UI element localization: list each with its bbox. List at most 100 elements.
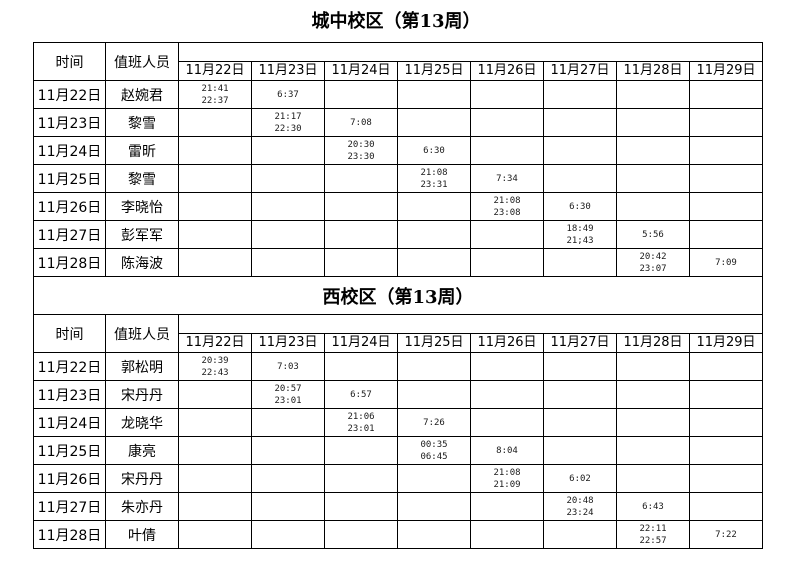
time-cell: 7:22 <box>689 520 763 549</box>
row-person: 康亮 <box>105 436 179 465</box>
time-cell <box>689 164 763 193</box>
row-date: 11月23日 <box>33 380 106 409</box>
row-date: 11月25日 <box>33 436 106 465</box>
time-cell <box>470 108 544 137</box>
time-cell: 20:39 22:43 <box>178 352 252 381</box>
time-cell <box>470 220 544 249</box>
time-cell: 8:04 <box>470 436 544 465</box>
duty-schedule-table: 时间 值班人员 11月22日 11月23日 11月24日 11月25日 11月26日 11月2… <box>33 42 763 549</box>
header-date: 11月29日 <box>689 333 763 353</box>
time-cell: 20:30 23:30 <box>324 136 398 165</box>
time-cell <box>543 108 617 137</box>
table-row: 11月22日 赵婉君 21:41 22:37 6:37 <box>33 80 763 109</box>
table-row: 11月22日 郭松明 20:39 22:43 7:03 <box>33 352 763 381</box>
table-row: 11月24日 龙晓华 21:06 23:01 7:26 <box>33 408 763 437</box>
time-cell <box>178 492 252 521</box>
row-date: 11月22日 <box>33 80 106 109</box>
time-cell <box>543 136 617 165</box>
time-cell <box>324 220 398 249</box>
time-cell: 5:56 <box>616 220 690 249</box>
time-cell <box>324 436 398 465</box>
time-cell <box>178 192 252 221</box>
table-row: 11月23日 黎雪 21:17 22:30 7:08 <box>33 108 763 137</box>
header-date: 11月24日 <box>324 61 398 81</box>
row-date: 11月28日 <box>33 520 106 549</box>
time-cell: 20:57 23:01 <box>251 380 325 409</box>
time-cell: 7:34 <box>470 164 544 193</box>
table-row: 11月27日 朱亦丹 20:48 23:24 6:43 <box>33 492 763 521</box>
time-cell <box>251 436 325 465</box>
time-cell <box>689 380 763 409</box>
row-person: 宋丹丹 <box>105 464 179 493</box>
time-cell <box>470 80 544 109</box>
time-cell: 7:26 <box>397 408 471 437</box>
time-cell <box>543 352 617 381</box>
time-cell <box>397 464 471 493</box>
time-cell: 21:08 23:31 <box>397 164 471 193</box>
table-row: 11月24日 雷昕 20:30 23:30 6:30 <box>33 136 763 165</box>
time-cell: 21:08 21:09 <box>470 464 544 493</box>
row-person: 彭军军 <box>105 220 179 249</box>
header-date: 11月27日 <box>543 61 617 81</box>
header-person: 值班人员 <box>105 42 179 81</box>
row-date: 11月25日 <box>33 164 106 193</box>
row-person: 李晓怡 <box>105 192 179 221</box>
header-date: 11月28日 <box>616 61 690 81</box>
time-cell <box>689 220 763 249</box>
time-cell <box>689 136 763 165</box>
time-cell <box>616 192 690 221</box>
time-cell <box>543 408 617 437</box>
header-date: 11月27日 <box>543 333 617 353</box>
time-cell <box>324 248 398 277</box>
time-cell <box>689 108 763 137</box>
header-date: 11月23日 <box>251 333 325 353</box>
time-cell <box>543 520 617 549</box>
time-cell <box>251 464 325 493</box>
table-row: 11月25日 康亮 00:35 06:45 8:04 <box>33 436 763 465</box>
page-title: 城中校区（第13周） <box>311 11 481 32</box>
time-cell <box>543 380 617 409</box>
header-date: 11月29日 <box>689 61 763 81</box>
table-row: 11月23日 宋丹丹 20:57 23:01 6:57 <box>33 380 763 409</box>
time-cell <box>470 352 544 381</box>
time-cell <box>616 436 690 465</box>
row-person: 朱亦丹 <box>105 492 179 521</box>
time-cell <box>178 136 252 165</box>
row-date: 11月27日 <box>33 492 106 521</box>
time-cell: 21:17 22:30 <box>251 108 325 137</box>
time-cell <box>397 380 471 409</box>
time-cell <box>616 136 690 165</box>
time-cell: 6:02 <box>543 464 617 493</box>
time-cell <box>178 108 252 137</box>
table-row: 11月27日 彭军军 18:49 21;43 5:56 <box>33 220 763 249</box>
time-cell <box>251 248 325 277</box>
time-cell <box>616 352 690 381</box>
time-cell <box>324 80 398 109</box>
time-cell: 22:11 22:57 <box>616 520 690 549</box>
row-date: 11月26日 <box>33 464 106 493</box>
time-cell: 6:43 <box>616 492 690 521</box>
time-cell: 7:03 <box>251 352 325 381</box>
date-header-row: 11月22日 11月23日 11月24日 11月25日 11月26日 11月27日 11月2… <box>34 61 763 81</box>
header-row: 时间 值班人员 <box>33 42 763 81</box>
row-person: 雷昕 <box>105 136 179 165</box>
time-cell: 6:30 <box>397 136 471 165</box>
time-cell: 21:06 23:01 <box>324 408 398 437</box>
time-cell <box>178 464 252 493</box>
row-date: 11月23日 <box>33 108 106 137</box>
time-cell <box>689 464 763 493</box>
time-cell <box>397 80 471 109</box>
row-date: 11月26日 <box>33 192 106 221</box>
time-cell <box>324 492 398 521</box>
time-cell: 21:08 23:08 <box>470 192 544 221</box>
row-person: 黎雪 <box>105 108 179 137</box>
row-date: 11月22日 <box>33 352 106 381</box>
header-blank <box>178 42 763 62</box>
row-date: 11月27日 <box>33 220 106 249</box>
header-time: 时间 <box>33 314 106 353</box>
time-cell <box>397 520 471 549</box>
header-date: 11月22日 <box>178 61 252 81</box>
time-cell <box>178 248 252 277</box>
header-date: 11月28日 <box>616 333 690 353</box>
table-row: 11月28日 陈海波 20:42 23:07 7:09 <box>33 248 763 277</box>
